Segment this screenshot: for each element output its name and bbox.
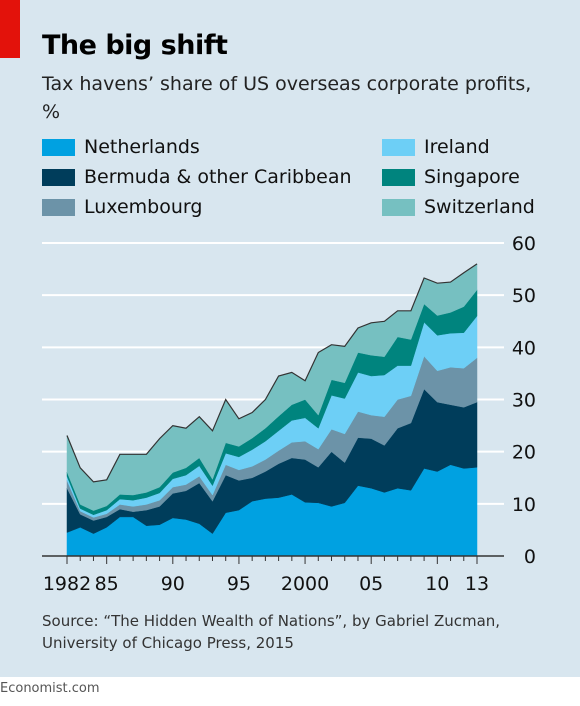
- x-tick-label-2010: 10: [425, 573, 449, 595]
- y-tick-label-30: 30: [512, 390, 536, 412]
- legend-swatch-singapore: [382, 168, 415, 186]
- legend-swatch-ireland: [382, 138, 415, 156]
- x-tick-label-1985: 85: [95, 573, 119, 595]
- legend-item-ireland: Ireland: [382, 136, 490, 158]
- x-tick-label-2005: 05: [359, 573, 383, 595]
- y-tick-label-20: 20: [512, 442, 536, 464]
- brand-red-tab: [0, 0, 20, 58]
- y-tick-label-0: 0: [524, 546, 536, 568]
- legend-label-ireland: Ireland: [424, 136, 490, 158]
- legend-swatch-luxembourg: [42, 198, 75, 216]
- y-tick-label-60: 60: [512, 233, 536, 255]
- x-tick-label-2013: 13: [465, 573, 489, 595]
- x-tick-label-2000: 2000: [281, 573, 329, 595]
- legend-label-luxembourg: Luxembourg: [84, 196, 203, 218]
- x-tick-label-1982: 1982: [43, 573, 91, 595]
- brand-footer: Economist.com: [0, 681, 100, 696]
- chart-panel: [0, 0, 580, 677]
- legend-item-netherlands: Netherlands: [42, 136, 200, 158]
- y-tick-label-40: 40: [512, 337, 536, 359]
- y-tick-label-10: 10: [512, 494, 536, 516]
- legend-swatch-switzerland: [382, 198, 415, 216]
- legend-label-bermuda: Bermuda & other Caribbean: [84, 166, 352, 188]
- x-tick-label-1995: 95: [227, 573, 251, 595]
- y-tick-label-50: 50: [512, 285, 536, 307]
- total-outline: [66, 263, 478, 483]
- chart-title: The big shift: [42, 30, 228, 61]
- legend-label-netherlands: Netherlands: [84, 136, 200, 158]
- legend-label-singapore: Singapore: [424, 166, 520, 188]
- legend-swatch-bermuda: [42, 168, 75, 186]
- x-tick-label-1990: 90: [161, 573, 185, 595]
- legend-item-bermuda: Bermuda & other Caribbean: [42, 166, 352, 188]
- legend-swatch-netherlands: [42, 138, 75, 156]
- chart-subtitle: Tax havens’ share of US overseas corpora…: [42, 73, 532, 123]
- legend-label-switzerland: Switzerland: [424, 196, 535, 218]
- source-note: Source: “The Hidden Wealth of Nations”, …: [42, 612, 501, 652]
- legend-item-luxembourg: Luxembourg: [42, 196, 202, 218]
- legend-item-switzerland: Switzerland: [382, 196, 535, 218]
- legend-item-singapore: Singapore: [382, 166, 520, 188]
